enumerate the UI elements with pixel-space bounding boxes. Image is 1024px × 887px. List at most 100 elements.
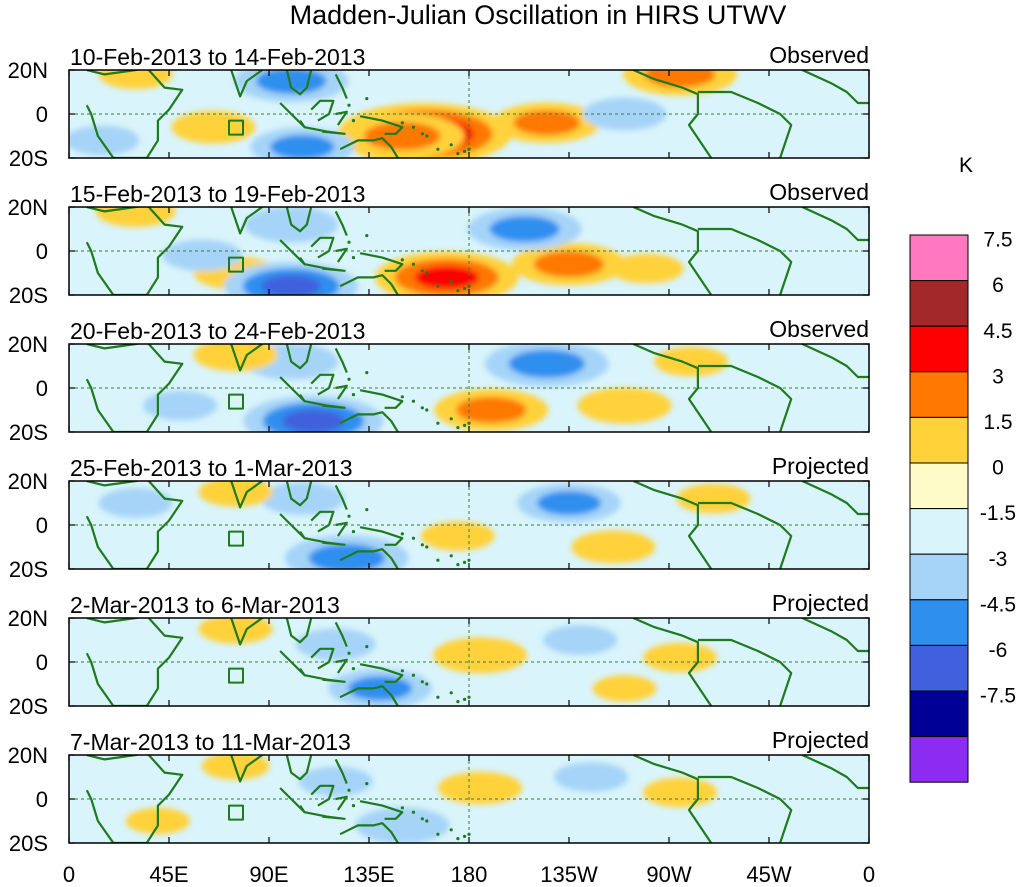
coastlines	[85, 481, 869, 569]
y-tick-label: 0	[36, 650, 48, 675]
y-tick-label: 0	[36, 513, 48, 538]
colorbar-box	[909, 508, 969, 555]
anomaly-2	[484, 344, 609, 387]
colorbar-box	[909, 690, 969, 738]
colorbar-box	[909, 280, 969, 327]
colorbar-box	[909, 644, 969, 692]
y-tick-label: 20N	[8, 195, 48, 220]
anomaly-field	[69, 481, 869, 569]
anomaly-6	[420, 521, 495, 551]
anomaly-7	[592, 675, 657, 702]
anomaly-8	[654, 346, 729, 377]
anomaly-2	[298, 766, 373, 797]
y-tick-label: 20N	[8, 469, 48, 494]
colorbar-box	[909, 234, 969, 282]
anomaly-5	[95, 207, 176, 228]
y-tick-label: 20N	[8, 743, 48, 768]
colorbar-label: 7.5	[983, 229, 1012, 252]
anomaly-3	[554, 762, 629, 792]
x-tick-label: 90E	[249, 862, 288, 887]
anomaly-4	[438, 771, 523, 805]
colorbar-label: 6	[992, 274, 1004, 297]
colorbar-box	[909, 371, 969, 418]
anomaly-5	[571, 530, 656, 564]
colorbar-label: -1.5	[980, 502, 1016, 525]
anomaly-5	[643, 642, 718, 673]
y-tick-label: 0	[36, 239, 48, 264]
colorbar-label: 3	[992, 365, 1004, 388]
anomaly-field	[69, 70, 869, 158]
panel-status: Projected	[772, 590, 869, 616]
x-tick-label: 0	[63, 862, 75, 887]
panels: 20N 0 20S 10-Feb-2013 to 14-Feb-2013 Observe…	[8, 42, 870, 856]
panel-status: Projected	[772, 453, 869, 479]
colorbar-label: -4.5	[980, 593, 1016, 616]
panel-period: 20-Feb-2013 to 24-Feb-2013	[70, 318, 365, 344]
anomaly-field	[69, 344, 869, 432]
y-tick-label: 20N	[8, 606, 48, 631]
x-tick-label: 45E	[149, 862, 188, 887]
x-tick-label: 135W	[540, 862, 598, 887]
y-tick-label: 20S	[9, 831, 48, 856]
anomaly-8	[676, 483, 751, 514]
anomaly-1	[243, 395, 384, 432]
colorbar-label: 0	[992, 457, 1004, 480]
y-tick-label: 20N	[8, 58, 48, 83]
colorbar-box	[909, 325, 969, 373]
colorbar-units: K	[959, 154, 973, 177]
anomaly-9	[162, 239, 243, 272]
figure-title: Madden-Julian Oscillation in HIRS UTWV	[290, 0, 787, 30]
panel-status: Observed	[769, 316, 869, 342]
x-axis: 0 45E 90E 135E 180 135W 90W 45W 0	[63, 862, 875, 887]
anomaly-2	[517, 483, 621, 523]
colorbar-box	[909, 462, 969, 510]
y-tick-label: 0	[36, 102, 48, 127]
anomaly-8	[250, 127, 355, 158]
anomaly-4	[98, 488, 173, 518]
anomaly-1	[374, 251, 519, 295]
panel-status: Observed	[769, 179, 869, 205]
colorbar-box	[909, 736, 969, 783]
anomaly-3	[543, 625, 618, 655]
anomaly-1	[284, 535, 409, 569]
anomaly-3	[609, 253, 684, 284]
anomaly-3	[260, 482, 345, 515]
panel-period: 10-Feb-2013 to 14-Feb-2013	[70, 44, 365, 70]
panel-status: Observed	[769, 42, 869, 68]
anomaly-1	[355, 807, 450, 843]
y-tick-label: 20S	[9, 283, 48, 308]
colorbar-label: -3	[989, 548, 1008, 571]
coastlines	[85, 207, 869, 295]
anomaly-field	[69, 618, 869, 706]
x-tick-label: 45W	[746, 862, 791, 887]
panel-2: 20N 0 20S 15-Feb-2013 to 19-Feb-2013 Observe…	[8, 179, 870, 308]
x-tick-label: 135E	[343, 862, 394, 887]
panel-period: 25-Feb-2013 to 1-Mar-2013	[70, 455, 353, 481]
y-tick-label: 20S	[9, 694, 48, 719]
anomaly-field	[69, 755, 869, 843]
y-tick-label: 20S	[9, 420, 48, 445]
x-tick-label: 180	[451, 862, 488, 887]
panel-period: 7-Mar-2013 to 11-Mar-2013	[70, 729, 351, 755]
y-tick-label: 20S	[9, 557, 48, 582]
panel-6: 20N 0 20S 7-Mar-2013 to 11-Mar-2013 Projecte…	[8, 727, 870, 856]
panel-period: 2-Mar-2013 to 6-Mar-2013	[70, 592, 340, 618]
coastlines	[85, 755, 869, 843]
panel-5: 20N 0 20S 2-Mar-2013 to 6-Mar-2013 Projected	[8, 590, 870, 719]
coastlines	[85, 618, 869, 706]
panel-status: Projected	[772, 727, 869, 753]
coastlines	[85, 70, 869, 158]
panel-1: 20N 0 20S 10-Feb-2013 to 14-Feb-2013 Observe…	[8, 42, 870, 171]
anomaly-3	[492, 102, 601, 144]
colorbar-label: 1.5	[983, 411, 1012, 434]
anomaly-2	[512, 243, 626, 286]
y-tick-label: 0	[36, 376, 48, 401]
x-tick-label: 90W	[646, 862, 691, 887]
colorbar-box	[909, 599, 969, 646]
colorbar-label: -6	[989, 639, 1008, 662]
anomaly-4	[143, 390, 218, 421]
anomaly-7	[467, 207, 582, 251]
panel-3: 20N 0 20S 20-Feb-2013 to 24-Feb-2013 Observe…	[8, 316, 870, 445]
colorbar: K 7.5 6 4.5 3 1.5 0 -1.5 -3 -4.5 -6 -7.5	[909, 154, 1016, 783]
